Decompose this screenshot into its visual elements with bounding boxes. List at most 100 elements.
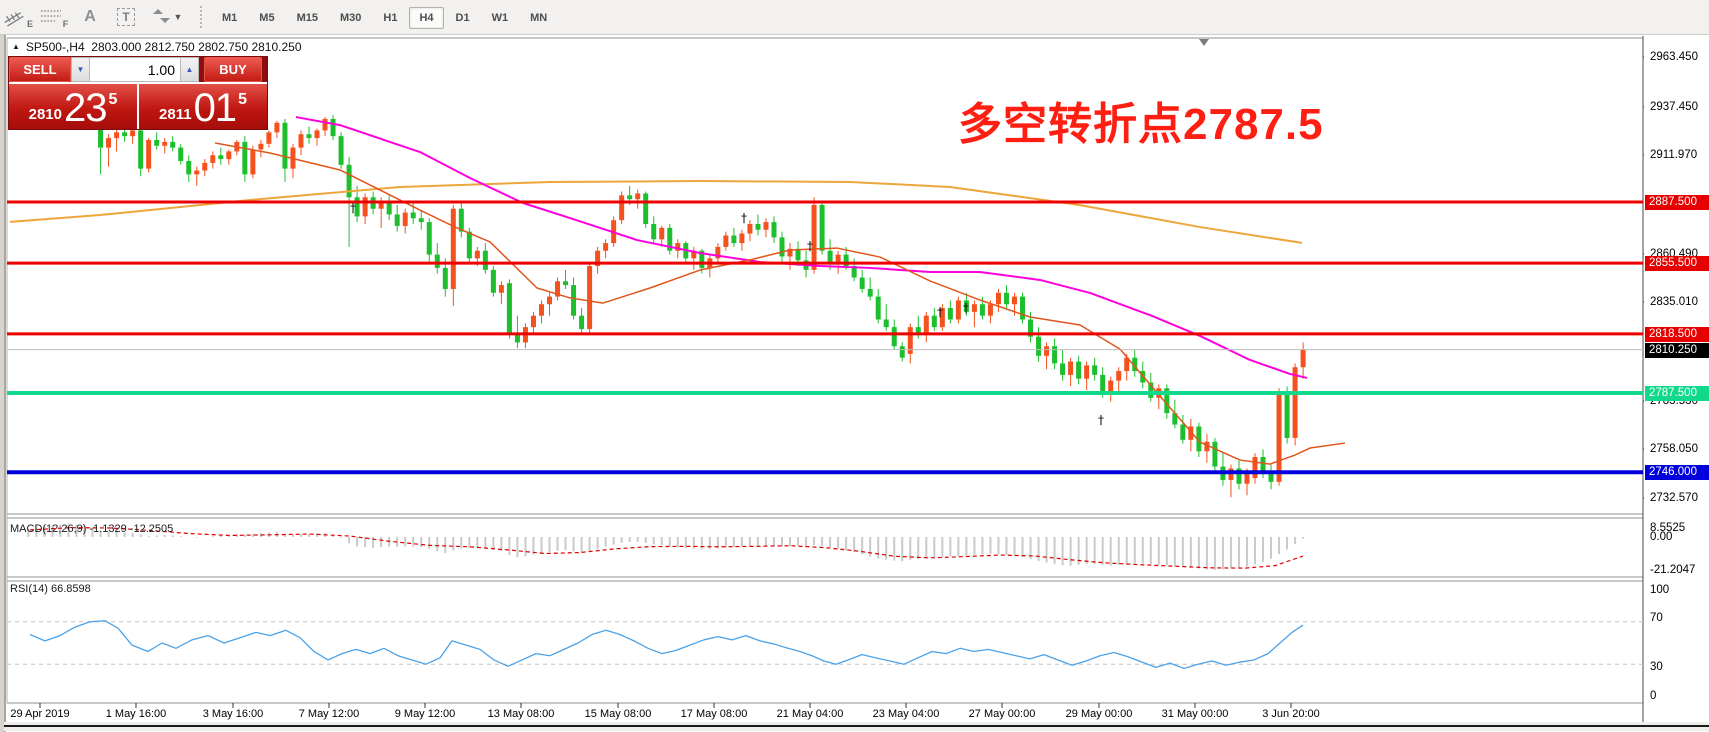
candle-body <box>923 315 929 335</box>
candle-body <box>1100 374 1106 394</box>
candle-body <box>963 300 969 312</box>
price-axis[interactable]: 2963.450 2937.450 2911.970 2860.490 2835.010… <box>1644 35 1709 723</box>
candle-body <box>1188 426 1194 440</box>
candle-body <box>915 327 921 335</box>
cross-marker: † <box>741 211 747 225</box>
tf-button-M30[interactable]: M30 <box>339 12 362 24</box>
buy-price-big: 01 <box>193 86 237 130</box>
tf-button-H4[interactable]: H4 <box>409 7 444 29</box>
text-box-icon[interactable]: T <box>111 5 141 29</box>
collapse-triangle-icon[interactable]: ▲ <box>12 42 20 51</box>
candle-body <box>162 141 168 146</box>
indicator-tick--21.2047: -21.2047 <box>1650 564 1696 576</box>
tf-button-M1[interactable]: M1 <box>222 12 238 24</box>
candle-body <box>338 136 344 165</box>
sell-button[interactable]: SELL <box>9 57 71 82</box>
candle-body <box>763 222 769 230</box>
candle-body <box>402 212 408 226</box>
candle-body <box>675 243 681 251</box>
price-tick-2937.450: 2937.450 <box>1650 101 1698 113</box>
candle-body <box>170 141 176 148</box>
candle-body <box>1036 336 1042 356</box>
candle-body <box>330 118 336 137</box>
sell-price-display[interactable]: 2810 23 5 <box>9 84 139 129</box>
candle-body <box>739 233 745 244</box>
time-label-5: 9 May 12:00 <box>394 708 456 720</box>
candle-body <box>242 141 248 175</box>
candle-body <box>1180 424 1186 440</box>
candle-body <box>1212 441 1218 467</box>
candle-body <box>362 197 368 217</box>
candle-body <box>506 283 512 335</box>
candle-body <box>226 151 232 160</box>
candle-body <box>635 193 641 200</box>
candle-body <box>659 227 665 240</box>
candle-body <box>106 138 112 148</box>
candle-body <box>1284 392 1290 438</box>
symbol-header[interactable]: ▲ SP500-,H4 2803.000 2812.750 2802.750 28… <box>12 40 302 54</box>
ma-fast-orange <box>214 142 1346 465</box>
time-label-10: 23 May 04:00 <box>872 708 940 720</box>
candle-body <box>154 139 160 146</box>
time-label-3: 3 May 16:00 <box>202 708 264 720</box>
candle-body <box>1052 346 1058 364</box>
candle-body <box>651 224 657 240</box>
draw-channel-glyph <box>4 12 24 27</box>
candle-body <box>619 195 625 221</box>
draw-channel-icon[interactable]: E <box>3 5 33 29</box>
candle-body <box>947 308 953 320</box>
fibo-grid-icon[interactable]: F <box>39 5 69 29</box>
cross-marker: † <box>807 239 813 253</box>
volume-increase-button[interactable]: ▲ <box>180 57 199 82</box>
candle-body <box>1268 472 1274 482</box>
tf-button-W1[interactable]: W1 <box>491 12 509 24</box>
price-badge-2746.000: 2746.000 <box>1645 465 1709 480</box>
toolbar-drag-handle[interactable] <box>200 6 205 28</box>
buy-button[interactable]: BUY <box>204 57 262 82</box>
indicator-tick-0: 0 <box>1650 690 1657 702</box>
candle-body <box>931 315 937 328</box>
text-label-icon[interactable]: A <box>84 8 96 25</box>
candle-body <box>875 296 881 320</box>
candle-body <box>811 204 817 270</box>
toolbar: E F A T ▼ M1 M5 M15 M30 H1 H4 D1 W1 MN <box>0 0 1709 35</box>
price-tick-2758.050: 2758.050 <box>1650 443 1698 455</box>
candle-body <box>1244 472 1250 484</box>
candle-body <box>1076 361 1082 379</box>
candle-body <box>1236 468 1242 484</box>
candle-body <box>1172 413 1178 425</box>
candle-body <box>1116 371 1122 381</box>
chart-window <box>4 34 1709 732</box>
volume-decrease-button[interactable]: ▼ <box>71 57 90 82</box>
tf-button-H1[interactable]: H1 <box>383 12 398 24</box>
horizontal-scrollbar[interactable] <box>4 722 1709 731</box>
candle-body <box>627 195 633 200</box>
macd-signal-line <box>29 527 1304 569</box>
scrollbar-thumb[interactable] <box>4 725 1709 727</box>
tf-button-MN[interactable]: MN <box>530 12 548 24</box>
time-label-12: 29 May 00:00 <box>1065 708 1133 720</box>
candle-body <box>779 237 785 257</box>
candle-body <box>258 143 264 150</box>
time-label-4: 7 May 12:00 <box>298 708 360 720</box>
tf-button-M5[interactable]: M5 <box>259 12 275 24</box>
tf-button-M15[interactable]: M15 <box>296 12 318 24</box>
candle-body <box>883 319 889 328</box>
volume-input[interactable] <box>90 57 180 82</box>
time-label-9: 21 May 04:00 <box>776 708 844 720</box>
candle-body <box>1003 292 1009 305</box>
chart-annotation-text[interactable]: 多空转折点2787.5 <box>958 100 1324 149</box>
candle-body <box>1044 346 1050 356</box>
candle-body <box>386 203 392 215</box>
tf-button-D1[interactable]: D1 <box>455 12 470 24</box>
ma-mid-magenta <box>295 116 1308 379</box>
indicator-tick-8.5525: 8.5525 <box>1650 522 1686 534</box>
candle-body <box>146 139 152 169</box>
candle-body <box>587 266 593 330</box>
arrow-objects-icon[interactable]: ▼ <box>147 5 187 29</box>
candle-body <box>1164 388 1170 414</box>
buy-price-display[interactable]: 2811 01 5 <box>139 84 267 129</box>
candle-body <box>979 304 985 316</box>
candle-body <box>939 308 945 328</box>
